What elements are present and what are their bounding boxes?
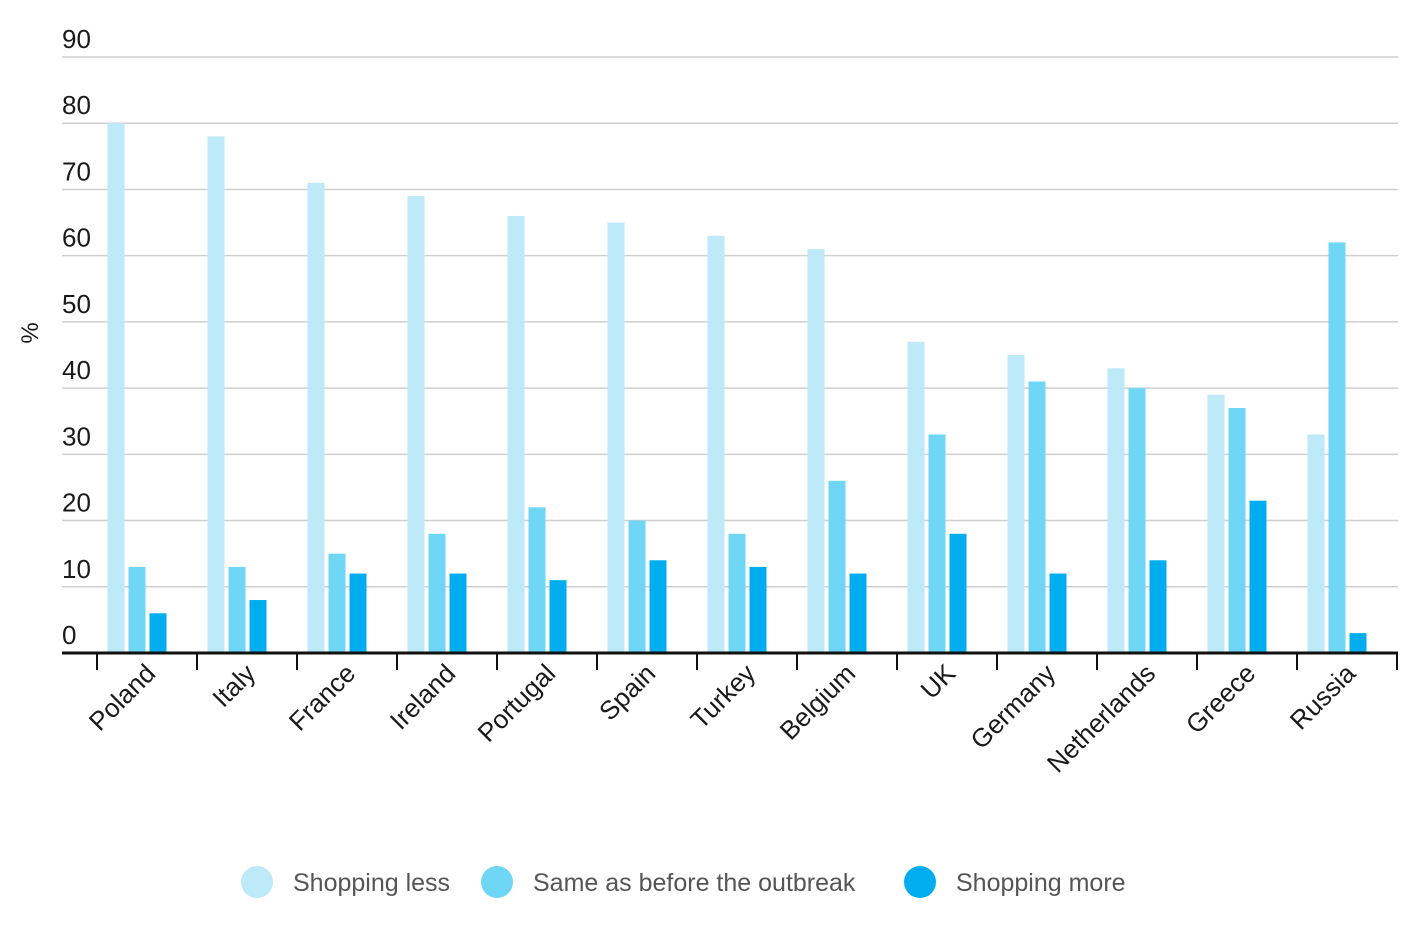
bar-portugal-series-1 [507,215,525,653]
bar-turkey-series-1 [707,235,725,654]
y-tick-label: 40 [62,355,91,385]
bars [107,123,1367,654]
bar-ireland-series-1 [407,196,425,654]
x-tick-label: Netherlands [1041,658,1161,778]
legend-label: Same as before the outbreak [533,869,856,897]
bar-turkey-series-2 [728,533,746,653]
legend-swatch [904,866,936,898]
bar-netherlands-series-3 [1149,560,1167,653]
grid-lines [62,56,1398,588]
bar-spain-series-1 [607,222,625,654]
bar-ireland-series-2 [428,533,446,653]
y-tick-label: 0 [62,620,76,650]
y-tick-label: 30 [62,421,91,451]
y-tick-label: 50 [62,289,91,319]
bar-poland-series-3 [149,613,167,653]
bar-poland-series-1 [107,123,125,653]
y-tick-label: 90 [62,24,91,54]
bar-germany-series-1 [1007,355,1025,653]
bar-germany-series-3 [1049,573,1067,653]
y-tick-label: 60 [62,223,91,253]
bar-russia-series-1 [1307,434,1325,653]
bar-portugal-series-2 [528,507,546,653]
y-tick-label: 70 [62,156,91,186]
x-tick-label: France [283,658,361,736]
y-axis-label: % [17,322,44,343]
bar-germany-series-2 [1028,381,1046,653]
bar-greece-series-3 [1249,500,1267,653]
legend-swatch [481,866,513,898]
x-tick-label: Italy [206,658,261,713]
x-tick-label: UK [914,658,961,705]
bar-uk-series-1 [907,341,925,653]
bar-france-series-3 [349,573,367,653]
bar-italy-series-2 [228,566,246,653]
bar-belgium-series-3 [849,573,867,653]
bar-spain-series-3 [649,560,667,653]
bar-ireland-series-3 [449,573,467,653]
y-tick-label: 10 [62,554,91,584]
bar-spain-series-2 [628,520,646,653]
bar-italy-series-3 [249,600,267,653]
bar-italy-series-1 [207,136,225,653]
y-axis-ticks: 0 10 20 30 40 50 60 70 80 90 [62,24,91,650]
legend: Shopping less Same as before the outbreak… [241,866,1126,898]
bar-france-series-2 [328,553,346,653]
legend-swatch [241,866,273,898]
bar-uk-series-3 [949,533,967,653]
x-tick-label: Russia [1284,658,1362,736]
bar-greece-series-2 [1228,407,1246,653]
y-tick-label: 80 [62,90,91,120]
x-tick-label: Poland [83,658,161,736]
bar-netherlands-series-2 [1128,388,1146,653]
bar-turkey-series-3 [749,566,767,653]
legend-label: Shopping more [956,869,1126,897]
x-tick-label: Belgium [774,658,862,746]
bar-belgium-series-2 [828,480,846,653]
x-tick-label: Spain [593,658,661,726]
y-tick-label: 20 [62,488,91,518]
x-tick-label: Greece [1180,658,1262,740]
bar-portugal-series-3 [549,580,567,653]
x-tick-label: Ireland [384,658,461,735]
bar-uk-series-2 [928,434,946,653]
x-tick-label: Germany [964,658,1061,755]
bar-belgium-series-1 [807,249,825,654]
bar-france-series-1 [307,182,325,654]
bar-russia-series-2 [1328,242,1346,653]
bar-netherlands-series-1 [1107,368,1125,653]
bar-russia-series-3 [1349,633,1367,653]
legend-label: Shopping less [293,869,450,897]
bar-greece-series-1 [1207,394,1225,653]
bar-poland-series-2 [128,566,146,653]
x-axis-ticks: Poland Italy France Ireland Portugal Spain Tur… [83,653,1398,778]
x-tick-label: Portugal [472,658,562,748]
